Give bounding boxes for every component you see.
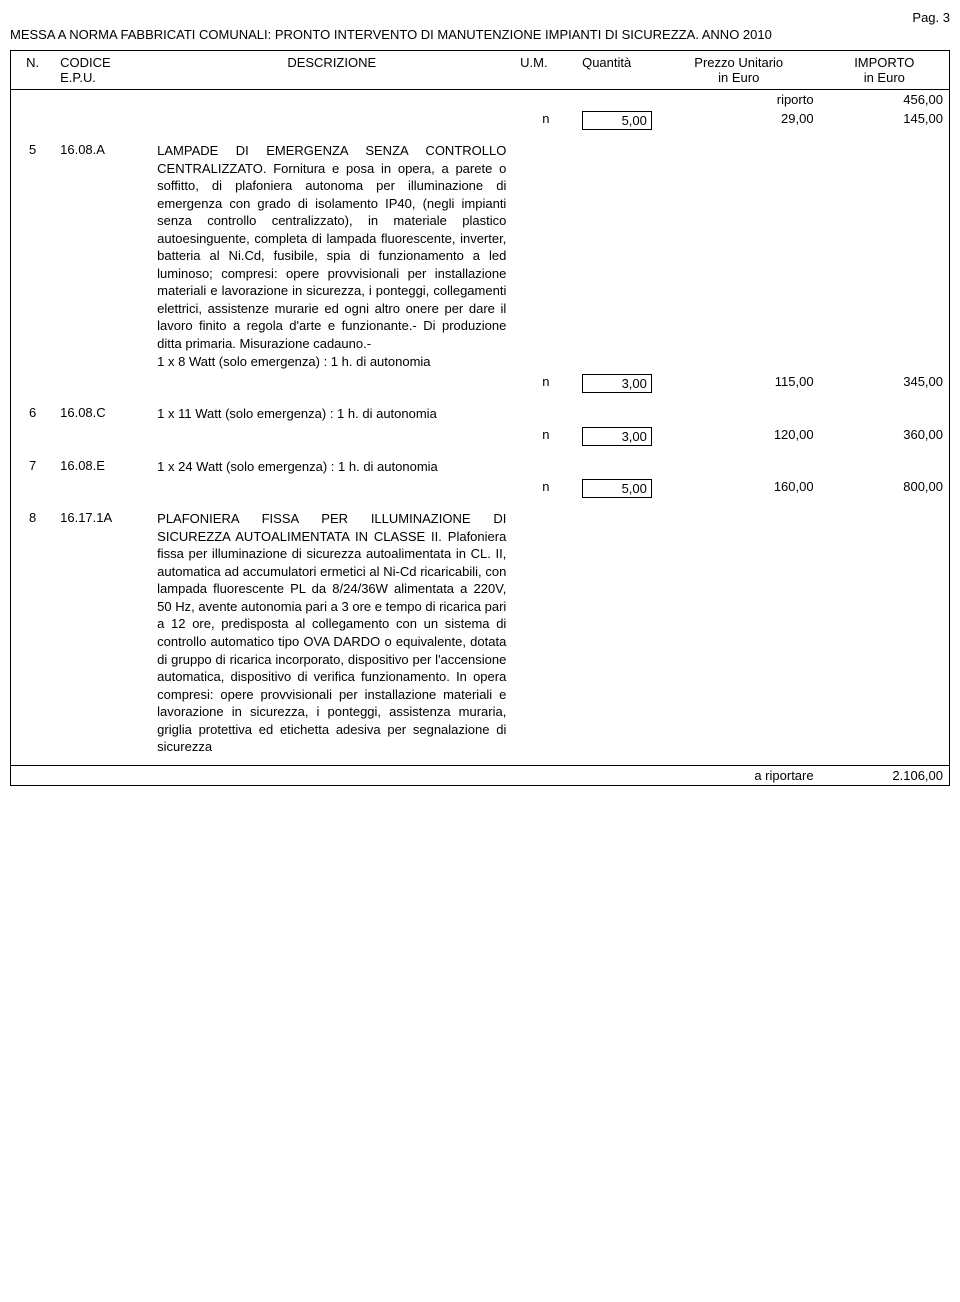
um-cell: n [512, 109, 555, 132]
continuation-measure-row: n 5,00 29,00 145,00 [11, 109, 949, 132]
item-code: 16.08.C [54, 403, 151, 425]
qty-box: 3,00 [582, 427, 652, 446]
table-header-row: N. CODICE E.P.U. DESCRIZIONE U.M. Quanti… [11, 51, 949, 90]
qty-cell: 3,00 [555, 372, 657, 395]
item-number: 6 [11, 403, 54, 425]
header-import: IMPORTO in Euro [820, 51, 949, 90]
item-code: 16.17.1A [54, 508, 151, 758]
header-import-line2: in Euro [864, 70, 905, 85]
um-cell: n [512, 425, 555, 448]
item-measure-row: n 3,00 120,00 360,00 [11, 425, 949, 448]
price-cell: 29,00 [658, 109, 820, 132]
item-row: 8 16.17.1A PLAFONIERA FISSA PER ILLUMINA… [11, 508, 949, 758]
header-um: U.M. [512, 51, 555, 90]
header-description: DESCRIZIONE [151, 51, 512, 90]
qty-box: 5,00 [582, 479, 652, 498]
price-cell: 120,00 [658, 425, 820, 448]
item-measure-row: n 5,00 160,00 800,00 [11, 477, 949, 500]
item-code: 16.08.E [54, 456, 151, 478]
import-cell: 800,00 [820, 477, 949, 500]
header-code: CODICE E.P.U. [54, 51, 151, 90]
item-number: 8 [11, 508, 54, 758]
header-code-line1: CODICE [60, 55, 111, 70]
document-title: MESSA A NORMA FABBRICATI COMUNALI: PRONT… [10, 27, 950, 42]
bill-of-quantities-table: N. CODICE E.P.U. DESCRIZIONE U.M. Quanti… [10, 50, 950, 786]
item-number: 7 [11, 456, 54, 478]
item-description: LAMPADE DI EMERGENZA SENZA CONTROLLO CEN… [151, 140, 512, 372]
carry-forward-value: 2.106,00 [820, 766, 949, 786]
item-description: 1 x 24 Watt (solo emergenza) : 1 h. di a… [151, 456, 512, 478]
item-row: 6 16.08.C 1 x 11 Watt (solo emergenza) :… [11, 403, 949, 425]
qty-box: 5,00 [582, 111, 652, 130]
item-body: Plafoniera fissa per illuminazione di si… [157, 529, 506, 755]
carry-forward-label: a riportare [658, 766, 820, 786]
item-body: Fornitura e posa in opera, a parete o so… [157, 161, 506, 351]
item-row: 5 16.08.A LAMPADE DI EMERGENZA SENZA CON… [11, 140, 949, 372]
carry-over-value: 456,00 [820, 90, 949, 109]
header-code-line2: E.P.U. [60, 70, 96, 85]
qty-box: 3,00 [582, 374, 652, 393]
import-cell: 145,00 [820, 109, 949, 132]
item-row: 7 16.08.E 1 x 24 Watt (solo emergenza) :… [11, 456, 949, 478]
um-cell: n [512, 477, 555, 500]
header-import-line1: IMPORTO [854, 55, 914, 70]
header-n: N. [11, 51, 54, 90]
page-number: Pag. 3 [10, 10, 950, 25]
item-description: 1 x 11 Watt (solo emergenza) : 1 h. di a… [151, 403, 512, 425]
price-cell: 115,00 [658, 372, 820, 395]
header-price: Prezzo Unitario in Euro [658, 51, 820, 90]
qty-cell: 3,00 [555, 425, 657, 448]
carry-forward-row: a riportare 2.106,00 [11, 766, 949, 786]
import-cell: 345,00 [820, 372, 949, 395]
item-description: PLAFONIERA FISSA PER ILLUMINAZIONE DI SI… [151, 508, 512, 758]
item-code: 16.08.A [54, 140, 151, 372]
import-cell: 360,00 [820, 425, 949, 448]
header-quantity: Quantità [555, 51, 657, 90]
um-cell: n [512, 372, 555, 395]
header-price-line2: in Euro [718, 70, 759, 85]
header-price-line1: Prezzo Unitario [694, 55, 783, 70]
qty-cell: 5,00 [555, 477, 657, 500]
qty-cell: 5,00 [555, 109, 657, 132]
item-measure-row: n 3,00 115,00 345,00 [11, 372, 949, 395]
carry-over-label: riporto [658, 90, 820, 109]
item-number: 5 [11, 140, 54, 372]
price-cell: 160,00 [658, 477, 820, 500]
item-subline: 1 x 8 Watt (solo emergenza) : 1 h. di au… [157, 354, 430, 369]
carry-over-row: riporto 456,00 [11, 90, 949, 109]
